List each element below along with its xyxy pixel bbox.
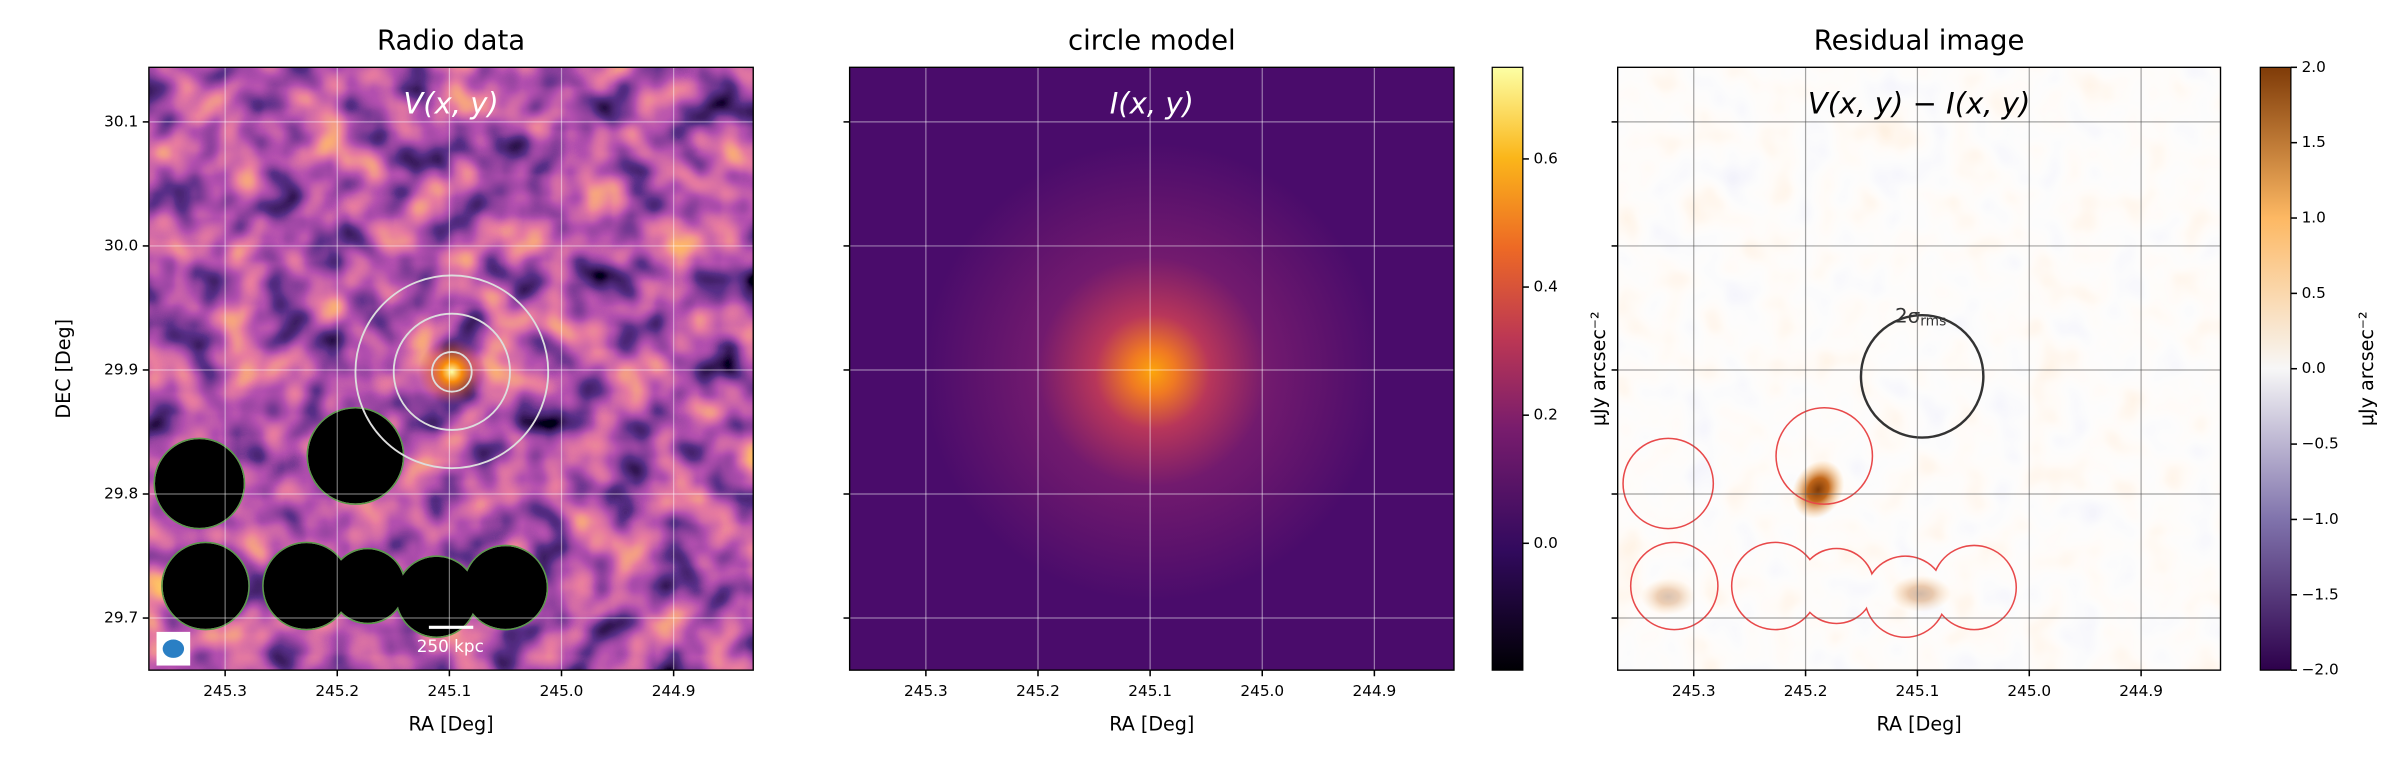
colorbar-tick-label: 0.2: [1534, 406, 1558, 424]
axes-frame: [848, 66, 1455, 671]
x-tick-label: 245.1: [1896, 682, 1940, 700]
y-axis-label: DEC [Deg]: [52, 319, 75, 419]
colorbar-tick-label: −2.0: [2302, 661, 2339, 679]
colorbar-tick-label: 2.0: [2302, 58, 2326, 76]
circle-label: 2σrms: [1895, 304, 1946, 329]
colorbar-tick-label: −0.5: [2302, 435, 2339, 453]
colorbar: [1491, 66, 1524, 671]
annotation: I(x, y): [1110, 87, 1194, 121]
x-tick-label: 244.9: [1352, 682, 1396, 700]
colorbar-tick-label: 0.6: [1534, 149, 1558, 167]
chart-title: Radio data: [377, 24, 525, 56]
colorbar-tick-label: 0.5: [2302, 284, 2326, 302]
x-tick-label: 244.9: [2119, 682, 2163, 700]
x-tick-label: 245.3: [203, 682, 247, 700]
y-tick-label: 29.9: [104, 360, 138, 378]
colorbar-tick-label: 0.4: [1534, 278, 1558, 296]
colorbar-label: μJy arcsec⁻²: [1587, 311, 1610, 426]
y-tick-label: 30.0: [104, 236, 138, 254]
x-tick-label: 245.2: [1784, 682, 1828, 700]
axes-frame: [1617, 66, 2222, 671]
x-tick-label: 245.0: [2007, 682, 2051, 700]
annotation: V(x, y): [403, 87, 498, 121]
x-tick-label: 245.0: [540, 682, 584, 700]
annotation: V(x, y) − I(x, y): [1808, 87, 2030, 121]
x-axis-label: RA [Deg]: [408, 713, 493, 736]
chart-title: circle model: [1068, 24, 1236, 56]
colorbar-tick-label: 1.0: [2302, 209, 2326, 227]
x-axis-label: RA [Deg]: [1109, 713, 1194, 736]
x-tick-label: 244.9: [652, 682, 696, 700]
x-tick-label: 245.2: [315, 682, 359, 700]
colorbar-label: μJy arcsec⁻²: [2355, 311, 2378, 426]
colorbar-tick-label: 1.5: [2302, 133, 2326, 151]
x-tick-label: 245.0: [1240, 682, 1284, 700]
y-tick-label: 29.7: [104, 609, 138, 627]
circle-label-main: 2σ: [1895, 304, 1921, 327]
circle-label-sub: rms: [1920, 313, 1946, 329]
x-tick-label: 245.2: [1016, 682, 1060, 700]
x-axis-label: RA [Deg]: [1877, 713, 1962, 736]
colorbar-tick-label: 0.0: [1534, 534, 1558, 552]
x-tick-label: 245.3: [1672, 682, 1716, 700]
chart-title: Residual image: [1814, 24, 2025, 56]
colorbar-tick-label: −1.5: [2302, 585, 2339, 603]
colorbar: [2259, 66, 2292, 671]
colorbar-tick-label: 0.0: [2302, 359, 2326, 377]
scale-bar-label: 250 kpc: [417, 636, 484, 656]
x-tick-label: 245.3: [904, 682, 948, 700]
x-tick-label: 245.1: [1128, 682, 1172, 700]
model-image: [849, 67, 1454, 671]
colorbar-tick-label: −1.0: [2302, 510, 2339, 528]
y-tick-label: 30.1: [104, 112, 138, 130]
y-tick-label: 29.8: [104, 485, 138, 503]
x-tick-label: 245.1: [428, 682, 472, 700]
axes-frame: [148, 66, 754, 671]
